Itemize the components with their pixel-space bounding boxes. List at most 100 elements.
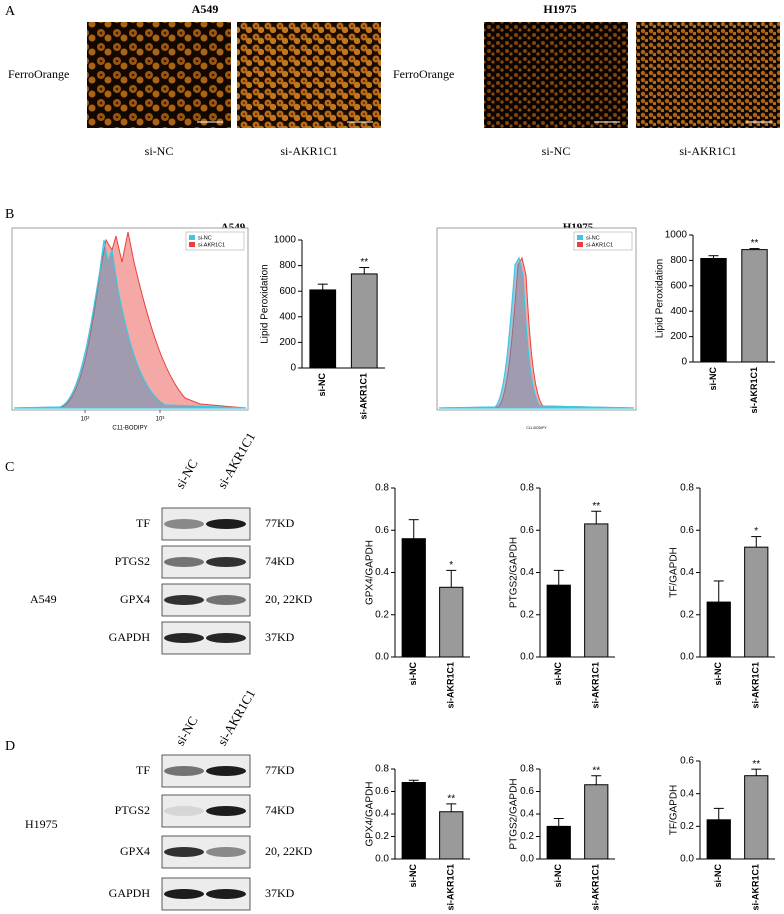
- y-axis-label: GPX4/GAPDH: [365, 540, 376, 605]
- blot-band: [164, 519, 204, 529]
- bar: [546, 584, 571, 658]
- y-tick-label: 0.4: [680, 567, 694, 578]
- micrograph: [636, 22, 780, 128]
- blot-band: [206, 595, 246, 605]
- y-axis-label: Lipid Peroxidation: [655, 259, 666, 339]
- significance: **: [592, 501, 600, 512]
- significance: **: [447, 794, 455, 805]
- y-tick-label: 200: [670, 331, 687, 342]
- legend-swatch: [577, 235, 583, 240]
- panel-label: B: [5, 207, 14, 222]
- y-tick-label: 0.4: [680, 788, 694, 799]
- lane-label: si-AKR1C1: [214, 687, 258, 748]
- legend-swatch: [189, 235, 195, 240]
- y-axis-label: Lipid Peroxidation: [260, 264, 271, 344]
- blot-band: [164, 889, 204, 899]
- y-tick-label: 0.0: [375, 652, 389, 663]
- blot-band: [206, 889, 246, 899]
- y-tick-label: 0.0: [680, 854, 694, 865]
- x-tick-label: si-AKR1C1: [749, 367, 759, 414]
- histogram-curve: [438, 256, 635, 409]
- significance: **: [752, 759, 760, 770]
- significance: *: [449, 560, 453, 571]
- size-label: 74KD: [265, 803, 295, 817]
- protein-label: PTGS2: [115, 554, 150, 568]
- y-tick-label: 0.6: [520, 786, 534, 797]
- y-tick-label: 0.4: [375, 567, 389, 578]
- x-axis-label: C11-BODIPY: [526, 426, 547, 430]
- x-tick-label: 10²: [81, 417, 90, 423]
- y-tick-label: 0.6: [520, 525, 534, 536]
- significance: *: [754, 526, 758, 537]
- size-label: 77KD: [265, 763, 295, 777]
- y-tick-label: 0.2: [680, 821, 694, 832]
- blot-band: [206, 847, 246, 857]
- bar: [439, 586, 464, 658]
- row-label: FerroOrange: [393, 67, 454, 81]
- blot-band: [164, 633, 204, 643]
- y-tick-label: 0: [290, 363, 296, 374]
- x-tick-label: si-AKR1C1: [751, 662, 761, 709]
- y-tick-label: 0.2: [375, 609, 389, 620]
- y-axis-label: TF/GAPDH: [669, 785, 680, 836]
- image-caption: si-AKR1C1: [679, 144, 736, 158]
- histogram-curve: [13, 239, 247, 409]
- protein-label: TF: [136, 516, 150, 530]
- bar: [350, 273, 378, 369]
- image-caption: si-NC: [145, 144, 174, 158]
- y-tick-label: 0.2: [520, 609, 534, 620]
- size-label: 20, 22KD: [265, 844, 313, 858]
- bar: [706, 819, 731, 860]
- y-tick-label: 800: [279, 260, 296, 271]
- panel-label: C: [5, 460, 14, 475]
- bar: [584, 523, 609, 658]
- y-tick-label: 1000: [665, 230, 688, 241]
- size-label: 37KD: [265, 886, 295, 900]
- size-label: 74KD: [265, 554, 295, 568]
- bar: [706, 601, 731, 658]
- bar: [401, 538, 426, 658]
- significance: **: [360, 257, 368, 268]
- bar: [546, 825, 571, 860]
- size-label: 77KD: [265, 516, 295, 530]
- y-tick-label: 0.8: [375, 483, 389, 494]
- y-tick-label: 0.6: [375, 786, 389, 797]
- x-tick-label: si-NC: [553, 864, 563, 888]
- x-tick-label: si-AKR1C1: [359, 373, 369, 420]
- y-tick-label: 0.6: [680, 525, 694, 536]
- micrograph: [484, 22, 628, 128]
- x-tick-label: si-NC: [408, 864, 418, 888]
- y-tick-label: 400: [279, 311, 296, 322]
- x-tick-label: si-AKR1C1: [591, 662, 601, 709]
- y-tick-label: 0.2: [520, 831, 534, 842]
- row-label: FerroOrange: [8, 67, 69, 81]
- x-tick-label: si-NC: [408, 662, 418, 686]
- group-title: H1975: [543, 2, 576, 16]
- y-tick-label: 600: [670, 280, 687, 291]
- bar: [439, 811, 464, 860]
- lane-label: si-AKR1C1: [214, 430, 258, 491]
- blot-band: [206, 633, 246, 643]
- panel-label: D: [5, 739, 15, 754]
- panel-label: A: [5, 4, 16, 19]
- x-tick-label: si-NC: [708, 367, 718, 391]
- significance: **: [751, 238, 759, 249]
- lane-label: si-NC: [172, 714, 201, 748]
- x-tick-label: 10³: [156, 417, 165, 423]
- y-axis-label: GPX4/GAPDH: [365, 781, 376, 846]
- micrograph: [87, 22, 231, 128]
- bar: [700, 257, 727, 363]
- blot-band: [164, 766, 204, 776]
- legend-label: si-AKR1C1: [198, 242, 225, 248]
- y-axis-label: PTGS2/GAPDH: [509, 537, 520, 608]
- y-tick-label: 0.0: [520, 652, 534, 663]
- legend-box: [185, 231, 245, 251]
- x-tick-label: si-NC: [553, 662, 563, 686]
- y-tick-label: 0.6: [680, 756, 694, 767]
- cell-line-label: A549: [30, 592, 57, 606]
- x-tick-label: si-NC: [713, 662, 723, 686]
- y-tick-label: 0.0: [680, 652, 694, 663]
- bar: [744, 775, 769, 860]
- protein-label: GPX4: [120, 844, 150, 858]
- y-tick-label: 0.0: [375, 854, 389, 865]
